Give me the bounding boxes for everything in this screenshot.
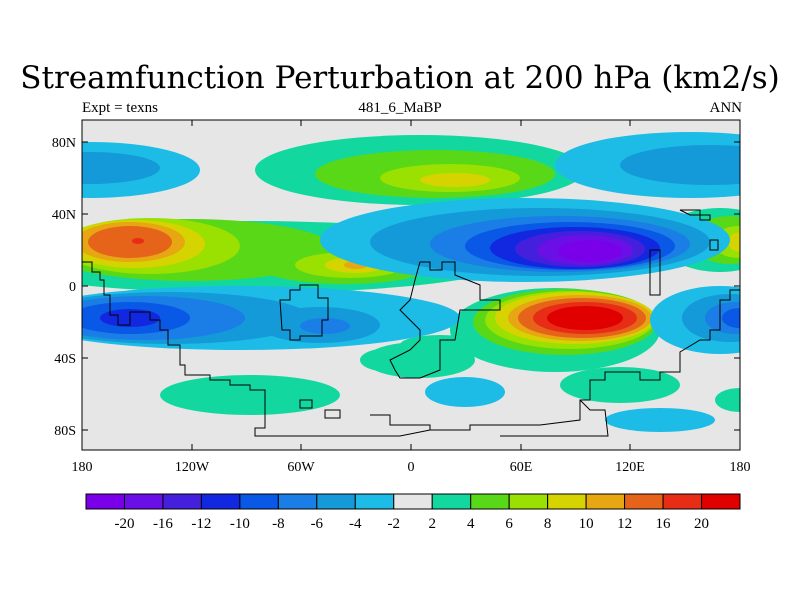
colorbar-label: 4 <box>467 516 475 532</box>
colorbar-swatch <box>431 493 472 510</box>
colorbar-label: -16 <box>153 516 173 532</box>
expt-label: Expt = texns <box>82 100 158 116</box>
colorbar-swatch <box>85 493 125 510</box>
colorbar-swatch <box>316 493 356 510</box>
x-tick-label: 60W <box>287 460 315 475</box>
colorbar-label: -8 <box>272 516 285 532</box>
colorbar-label: -10 <box>230 516 250 532</box>
y-tick-label: 0 <box>69 280 76 295</box>
colorbar-label: 10 <box>579 516 594 532</box>
y-tick-label: 80N <box>52 136 76 151</box>
x-tick-label: 60E <box>510 460 533 475</box>
colorbar-swatch <box>239 493 279 510</box>
nh-negative-west <box>82 142 200 198</box>
central-pacific-high <box>255 244 435 284</box>
x-tick-label: 180 <box>730 460 751 475</box>
southern-positive-band <box>160 348 740 432</box>
colorbar-label: 12 <box>617 516 632 532</box>
case-label: 481_6_MaBP <box>358 100 442 116</box>
colorbar-label: 16 <box>656 516 672 532</box>
coastlines <box>82 209 740 437</box>
y-tick-label: 80S <box>54 424 76 439</box>
y-axis-labels: 80N 40N 0 40S 80S <box>52 136 76 439</box>
inner-ticks <box>82 120 740 450</box>
colorbar-swatch <box>701 493 741 510</box>
chart-title: Streamfunction Perturbation at 200 hPa (… <box>20 60 780 96</box>
colorbar-swatch <box>123 493 164 510</box>
plot-area <box>82 120 740 450</box>
indian-ocean-high <box>450 288 660 372</box>
colorbar-label: 2 <box>428 516 436 532</box>
colorbar-swatch <box>508 493 549 510</box>
x-tick-label: 120W <box>175 460 210 475</box>
colorbar-swatch <box>470 493 510 510</box>
colorbar-label: -2 <box>388 516 401 532</box>
x-tick-label: 180 <box>72 460 93 475</box>
south-pacific-low-east <box>650 286 740 354</box>
colorbar-label: 8 <box>544 516 552 532</box>
nh-positive-ridge <box>255 135 585 205</box>
colorbar-swatch <box>393 493 433 510</box>
colorbar-label: -4 <box>349 516 362 532</box>
colorbar-swatch <box>547 493 587 510</box>
asian-low <box>320 198 730 282</box>
colorbar-swatch <box>662 493 703 510</box>
colorbar-label: -6 <box>311 516 324 532</box>
x-axis-labels: 180 120W 60W 0 60E 120E 180 <box>72 460 751 475</box>
y-tick-label: 40N <box>52 208 76 223</box>
nh-negative-east <box>555 132 740 198</box>
colorbar-label: -12 <box>191 516 211 532</box>
colorbar-swatch <box>162 493 202 510</box>
colorbar-swatch <box>277 493 318 510</box>
colorbar-swatch <box>354 493 395 510</box>
y-tick-label: 40S <box>54 352 76 367</box>
x-tick-label: 120E <box>615 460 645 475</box>
south-pacific-low <box>82 286 460 350</box>
x-tick-label: 0 <box>408 460 415 475</box>
plot-frame <box>81 119 741 451</box>
colorbar-label: 6 <box>505 516 513 532</box>
colorbar-swatch <box>624 493 664 510</box>
colorbar: -20 -16 -12 -10 -8 -6 -4 -2 2 4 6 8 10 12 16 20 <box>85 493 741 532</box>
season-label: ANN <box>709 100 743 116</box>
colorbar-label: -20 <box>114 516 134 532</box>
colorbar-swatch <box>585 493 626 510</box>
colorbar-label: 20 <box>694 516 709 532</box>
colorbar-swatch <box>200 493 241 510</box>
